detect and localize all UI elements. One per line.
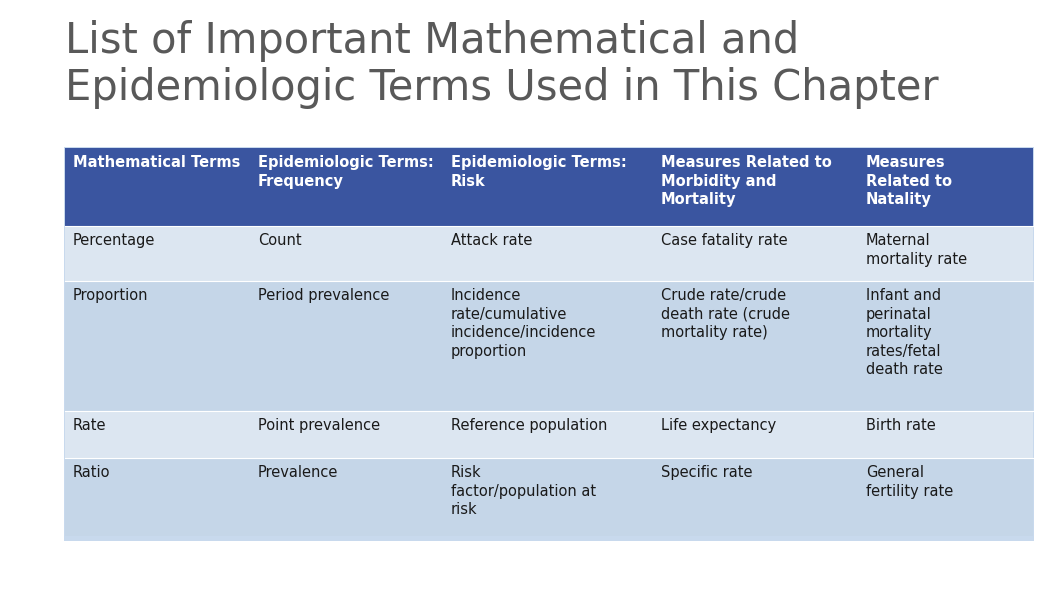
Bar: [858, 281, 1033, 411]
Bar: [65, 411, 250, 458]
Text: General
fertility rate: General fertility rate: [866, 465, 954, 498]
Text: Birth rate: Birth rate: [866, 418, 936, 433]
Text: Epidemiologic Terms:
Risk: Epidemiologic Terms: Risk: [451, 155, 627, 189]
Bar: [65, 226, 250, 281]
Text: Specific rate: Specific rate: [661, 465, 753, 480]
Bar: [653, 411, 858, 458]
Text: Reference population: Reference population: [451, 418, 607, 433]
Text: List of Important Mathematical and
Epidemiologic Terms Used in This Chapter: List of Important Mathematical and Epide…: [65, 20, 939, 109]
Text: Infant and
perinatal
mortality
rates/fetal
death rate: Infant and perinatal mortality rates/fet…: [866, 288, 943, 377]
Bar: [65, 179, 1033, 226]
Bar: [250, 148, 443, 226]
Bar: [250, 281, 443, 411]
Text: Count: Count: [258, 233, 302, 248]
Bar: [65, 458, 250, 536]
Text: Attack rate: Attack rate: [451, 233, 532, 248]
Bar: [858, 411, 1033, 458]
Bar: [443, 411, 653, 458]
Bar: [443, 458, 653, 536]
Bar: [653, 148, 858, 226]
Bar: [653, 281, 858, 411]
Text: Ratio: Ratio: [73, 465, 110, 480]
Text: Incidence
rate/cumulative
incidence/incidence
proportion: Incidence rate/cumulative incidence/inci…: [451, 288, 597, 359]
Bar: [653, 226, 858, 281]
Text: Prevalence: Prevalence: [258, 465, 339, 480]
Text: Crude rate/crude
death rate (crude
mortality rate): Crude rate/crude death rate (crude morta…: [661, 288, 790, 340]
Bar: [443, 281, 653, 411]
Bar: [250, 411, 443, 458]
Text: Measures Related to
Morbidity and
Mortality: Measures Related to Morbidity and Mortal…: [661, 155, 832, 207]
Text: Life expectancy: Life expectancy: [661, 418, 776, 433]
Text: Percentage: Percentage: [73, 233, 155, 248]
FancyBboxPatch shape: [64, 147, 1034, 541]
Text: Epidemiologic Terms:
Frequency: Epidemiologic Terms: Frequency: [258, 155, 433, 189]
Text: Point prevalence: Point prevalence: [258, 418, 380, 433]
Bar: [250, 226, 443, 281]
Bar: [858, 458, 1033, 536]
Text: Measures
Related to
Natality: Measures Related to Natality: [866, 155, 952, 207]
Bar: [250, 458, 443, 536]
Bar: [65, 281, 250, 411]
Text: Case fatality rate: Case fatality rate: [661, 233, 788, 248]
Bar: [858, 226, 1033, 281]
Bar: [443, 226, 653, 281]
Text: Proportion: Proportion: [73, 288, 149, 303]
Text: Mathematical Terms: Mathematical Terms: [73, 155, 240, 170]
Text: Risk
factor/population at
risk: Risk factor/population at risk: [451, 465, 596, 517]
Bar: [653, 458, 858, 536]
Text: Maternal
mortality rate: Maternal mortality rate: [866, 233, 967, 267]
Text: Rate: Rate: [73, 418, 106, 433]
Text: Period prevalence: Period prevalence: [258, 288, 390, 303]
Bar: [443, 148, 653, 226]
Bar: [858, 148, 1033, 226]
Bar: [65, 148, 250, 226]
